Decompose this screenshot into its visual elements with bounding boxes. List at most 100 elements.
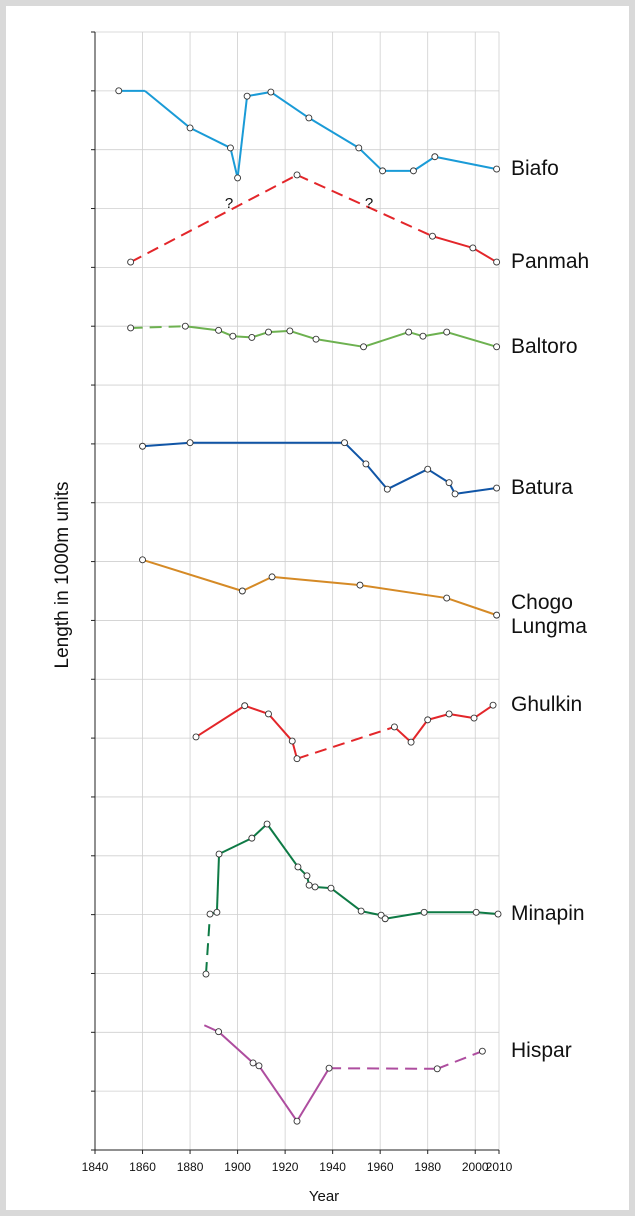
point xyxy=(288,737,296,745)
line-segment xyxy=(358,147,384,172)
point xyxy=(409,167,417,175)
point xyxy=(443,328,451,336)
line-segment xyxy=(446,597,497,617)
line-segment xyxy=(422,331,447,338)
point xyxy=(469,244,477,252)
line-segment xyxy=(386,468,429,491)
point xyxy=(390,723,398,731)
line-segment xyxy=(195,704,246,738)
point xyxy=(420,908,428,916)
point xyxy=(341,439,348,447)
line-segment xyxy=(215,853,221,913)
series-label: Baltoro xyxy=(511,334,578,358)
series-label: Panmah xyxy=(511,250,590,274)
x-tick-label: 1900 xyxy=(224,1160,251,1174)
series-label: Ghulkin xyxy=(511,693,583,717)
point xyxy=(263,820,271,828)
series-label: Batura xyxy=(511,476,573,500)
series-label: Biafo xyxy=(511,157,559,181)
point xyxy=(229,332,237,340)
x-tick-label: 1940 xyxy=(319,1160,346,1174)
line-segment xyxy=(258,1065,298,1122)
point xyxy=(115,87,123,95)
point xyxy=(381,915,389,923)
point xyxy=(268,573,276,581)
point xyxy=(451,490,459,498)
line-segment xyxy=(385,911,425,920)
series-label: Hispar xyxy=(511,1039,572,1063)
point xyxy=(139,442,146,450)
dashed-segment xyxy=(130,174,298,263)
point xyxy=(303,872,311,880)
x-tick-label: 1980 xyxy=(414,1160,441,1174)
point xyxy=(213,908,221,916)
line-segment xyxy=(271,575,361,587)
point xyxy=(234,174,242,182)
point xyxy=(267,88,275,96)
x-tick-label: 1840 xyxy=(82,1160,109,1174)
point xyxy=(362,460,370,468)
point xyxy=(424,716,432,724)
line-segment xyxy=(236,96,249,179)
line-segment xyxy=(330,887,362,912)
point xyxy=(429,232,436,240)
point xyxy=(379,167,387,175)
point xyxy=(355,144,363,152)
point xyxy=(443,594,451,602)
point xyxy=(249,1059,257,1067)
line-segment xyxy=(448,712,475,720)
line-segment xyxy=(270,91,310,119)
x-tick-label: 1860 xyxy=(129,1160,156,1174)
line-segment xyxy=(144,90,191,129)
line-segment xyxy=(241,575,273,592)
line-segment xyxy=(410,719,429,743)
point xyxy=(215,1028,223,1036)
point xyxy=(493,484,501,492)
line-segment xyxy=(189,127,231,149)
line-segment xyxy=(266,823,299,868)
line-segment xyxy=(359,584,447,600)
line-segment xyxy=(142,558,243,592)
point xyxy=(327,884,335,892)
x-tick-label: 1960 xyxy=(367,1160,394,1174)
line-segment xyxy=(142,441,191,448)
point xyxy=(407,738,415,746)
line-segment xyxy=(427,713,450,721)
line-segment xyxy=(343,442,367,465)
point xyxy=(470,714,478,722)
line-segment xyxy=(229,147,239,179)
point xyxy=(293,755,301,763)
point xyxy=(305,114,313,122)
line-segment xyxy=(473,704,494,719)
dashed-segment xyxy=(130,325,186,329)
point xyxy=(489,701,497,709)
series-label: Chogo Lungma xyxy=(511,591,587,639)
x-axis-title: Year xyxy=(309,1188,339,1205)
line-segment xyxy=(393,726,412,743)
point xyxy=(405,328,413,336)
point xyxy=(445,710,453,718)
dashed-segment xyxy=(329,1067,438,1070)
dashed-segment xyxy=(296,725,395,760)
line-segment xyxy=(315,338,364,348)
point xyxy=(293,1117,301,1125)
line-segment xyxy=(244,704,269,715)
point xyxy=(431,153,439,161)
point xyxy=(206,910,214,918)
line-segment xyxy=(218,837,253,855)
line-segment xyxy=(365,463,389,490)
point xyxy=(360,343,367,351)
point xyxy=(227,144,234,152)
annotation: ? xyxy=(225,195,233,212)
line-segment xyxy=(427,468,450,484)
line-segment xyxy=(217,1030,254,1064)
point xyxy=(419,332,427,340)
point xyxy=(215,326,223,334)
dashed-segment xyxy=(436,1050,483,1070)
point xyxy=(286,327,294,335)
point xyxy=(215,850,223,858)
annotation: ? xyxy=(365,195,373,212)
point xyxy=(433,1065,441,1073)
point xyxy=(181,322,189,330)
